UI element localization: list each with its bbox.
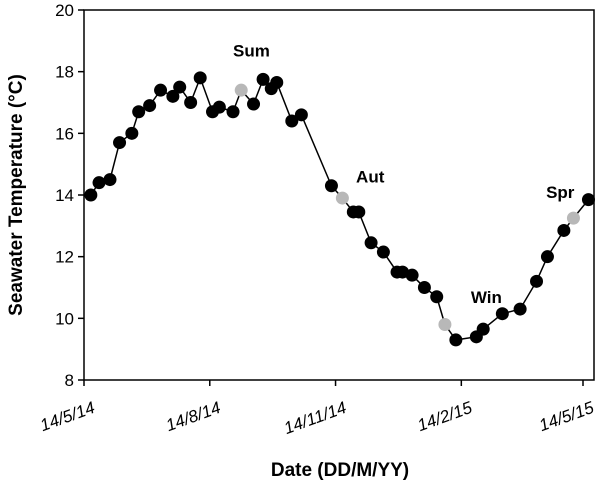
data-point	[92, 176, 106, 190]
data-point	[103, 173, 117, 187]
y-tick-label: 16	[55, 124, 74, 143]
season-label: Aut	[356, 168, 385, 187]
y-tick-label: 14	[55, 186, 74, 205]
y-tick-label: 10	[55, 309, 74, 328]
data-point	[530, 274, 544, 288]
data-point	[184, 96, 198, 109]
data-point	[324, 179, 338, 193]
seasonal-data-point	[335, 191, 349, 205]
series-line	[90, 75, 590, 341]
data-point	[540, 250, 554, 264]
data-point	[449, 333, 463, 347]
x-tick-label: 14/8/14	[163, 398, 223, 435]
data-point	[376, 245, 390, 259]
data-point	[173, 80, 187, 94]
data-point	[226, 105, 240, 119]
data-point	[143, 99, 157, 113]
data-point	[557, 223, 571, 237]
data-point	[193, 71, 207, 85]
data-point	[212, 100, 226, 114]
data-point	[495, 307, 509, 321]
y-axis-label: Seawater Temperature (°C)	[6, 74, 27, 316]
season-label: Win	[471, 288, 502, 307]
data-point	[132, 105, 146, 119]
seasonal-data-point	[234, 83, 248, 97]
x-tick-label: 14/5/15	[537, 398, 597, 435]
data-point	[294, 108, 308, 122]
x-tick-label: 14/11/14	[281, 398, 349, 438]
data-point	[154, 83, 168, 97]
data-point	[113, 136, 127, 150]
data-point	[84, 188, 98, 202]
data-point	[270, 75, 284, 89]
data-point	[430, 290, 444, 304]
season-label: Sum	[233, 41, 270, 60]
data-point	[256, 72, 270, 86]
data-point	[166, 89, 180, 103]
data-point	[476, 322, 490, 336]
data-point	[405, 268, 419, 282]
data-point	[417, 281, 431, 294]
data-point	[247, 97, 261, 111]
season-label: Spr	[546, 183, 575, 202]
data-point	[513, 302, 527, 316]
seasonal-data-point	[438, 318, 452, 331]
data-point	[581, 193, 595, 207]
x-axis-label: Date (DD/M/YY)	[271, 460, 409, 481]
y-tick-label: 8	[65, 371, 74, 390]
seasonal-data-point	[566, 211, 580, 225]
data-point	[352, 205, 366, 219]
x-tick-label: 14/5/14	[38, 398, 98, 435]
y-tick-label: 20	[55, 1, 74, 20]
data-point	[285, 114, 299, 128]
x-tick-label: 14/2/15	[415, 398, 475, 435]
data-point	[364, 236, 378, 250]
data-point	[125, 126, 139, 140]
y-tick-label: 18	[55, 63, 74, 82]
y-tick-label: 12	[55, 248, 74, 267]
